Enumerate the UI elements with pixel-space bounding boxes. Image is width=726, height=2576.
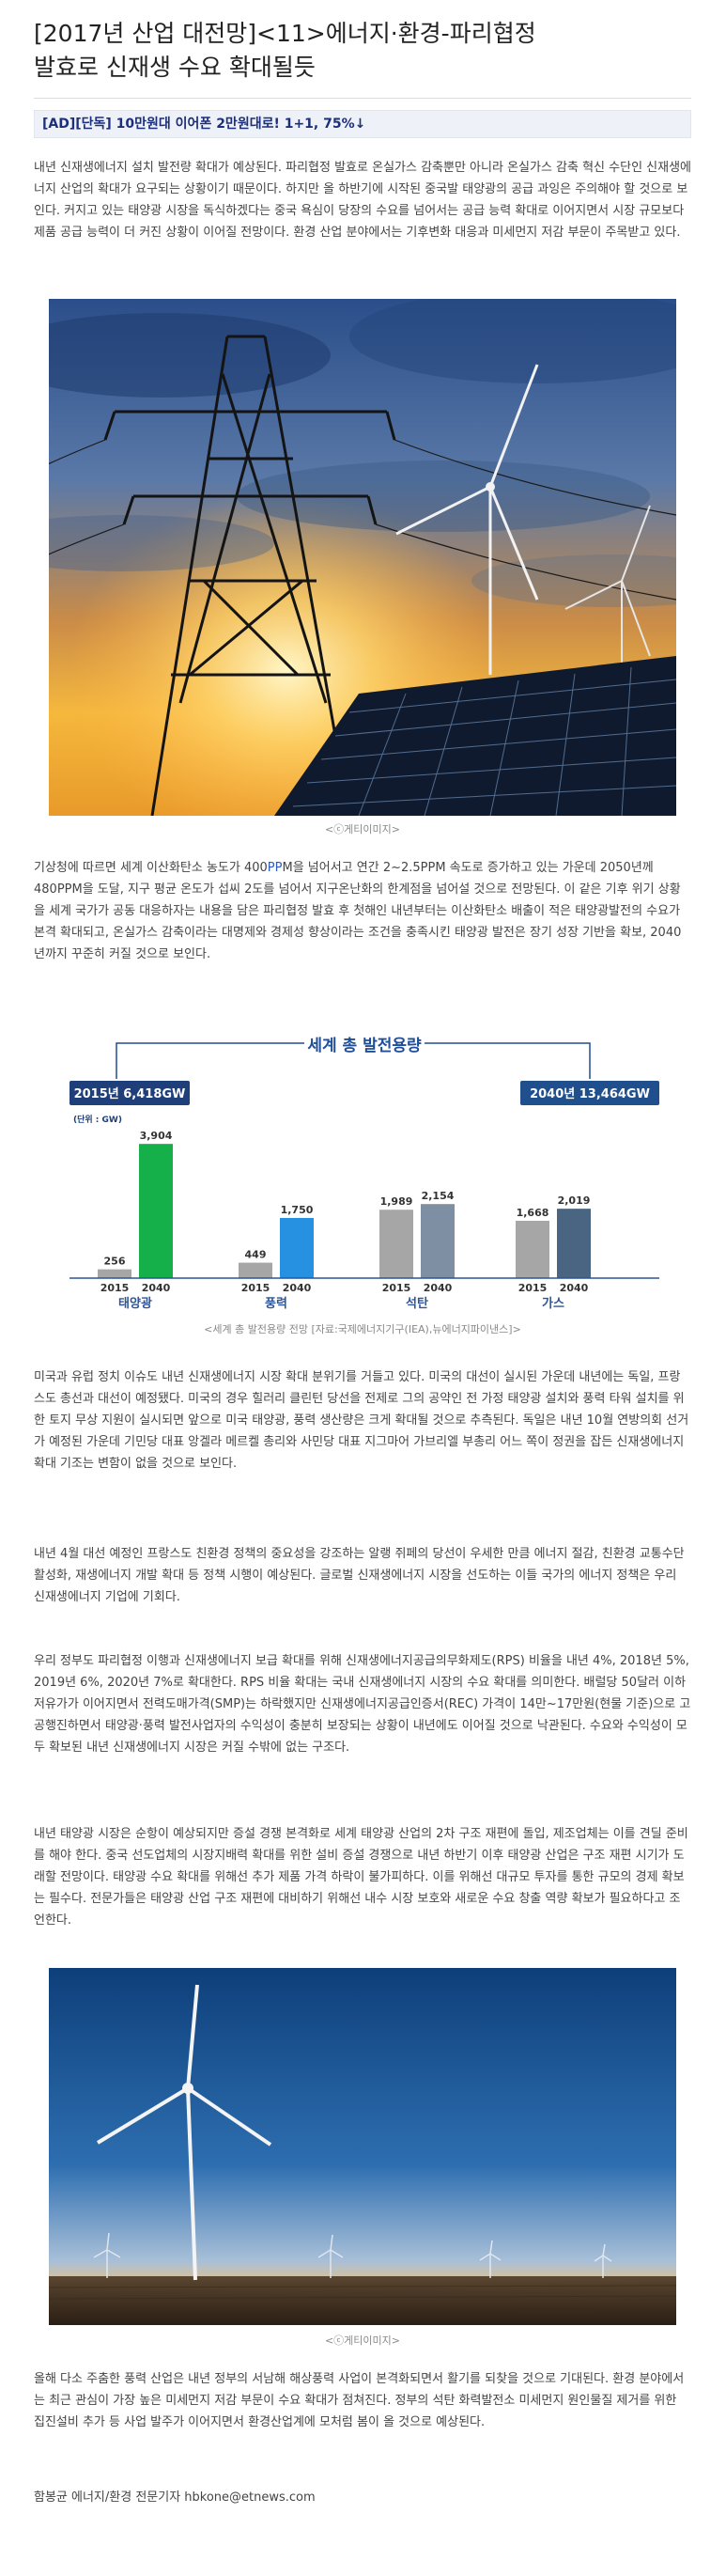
year-label-가스-2040: 2040 <box>560 1282 589 1294</box>
photo2-caption: <ⓒ게티이미지> <box>324 2334 401 2347</box>
article-headline: [2017년 산업 대전망]<11>에너지·환경-파리협정 발효로 신재생 수요… <box>34 17 691 85</box>
value-label-풍력-2040: 1,750 <box>281 1204 314 1216</box>
paragraph-6: 내년 태양광 시장은 순항이 예상되지만 증설 경쟁 본격화로 세계 태양광 산… <box>34 1827 688 1928</box>
total-2015-badge <box>70 1081 190 1105</box>
paragraph-1: 내년 신재생에너지 설치 발전량 확대가 예상된다. 파리협정 발효로 온실가스… <box>34 161 691 240</box>
year-label-석탄-2015: 2015 <box>382 1282 411 1294</box>
chart-title-bracket <box>116 1042 591 1079</box>
total-2040-label: 2040년 13,464GW <box>530 1087 650 1101</box>
paragraph-2-text-b: M을 넘어서고 연간 2~2.5PPM 속도로 증가하고 있는 가운데 2050… <box>34 861 682 961</box>
photo1-caption: <ⓒ게티이미지> <box>324 823 401 835</box>
bar-가스-2015 <box>516 1220 549 1278</box>
headline-line-2: 발효로 신재생 수요 확대될듯 <box>34 54 316 81</box>
paragraph-2: 기상청에 따르면 세계 이산화탄소 농도가 400PPM을 넘어서고 연간 2~… <box>34 857 691 965</box>
category-label-가스: 가스 <box>542 1297 564 1311</box>
title-divider <box>34 98 691 99</box>
paragraph-5: 우리 정부도 파리협정 이행과 신재생에너지 보급 확대를 위해 신재생에너지공… <box>34 1654 691 1755</box>
value-label-가스-2040: 2,019 <box>558 1194 591 1207</box>
year-label-풍력-2015: 2015 <box>241 1282 270 1294</box>
year-label-가스-2015: 2015 <box>518 1282 548 1294</box>
bar-석탄-2015 <box>379 1210 413 1278</box>
capacity-chart: 세계 총 발전용량 2015년 6,418GW 2040년 13,464GW (… <box>70 1037 659 1311</box>
category-label-풍력: 풍력 <box>265 1297 287 1311</box>
bar-풍력-2040 <box>280 1217 314 1278</box>
bar-태양광-2040 <box>139 1144 173 1278</box>
paragraph-3: 미국과 유럽 정치 이슈도 내년 신재생에너지 시장 확대 분위기를 거들고 있… <box>34 1370 689 1471</box>
total-2015-label: 2015년 6,418GW <box>74 1087 186 1101</box>
value-label-가스-2015: 1,668 <box>517 1207 549 1219</box>
chart-bars: 256 3,904 449 1,750 1,989 2,154 1,668 2,019 <box>98 1130 591 1278</box>
category-label-태양광: 태양광 <box>118 1297 152 1311</box>
paragraph-4: 내년 4월 대선 예정인 프랑스도 친환경 정책의 중요성을 강조하는 알랭 쥐… <box>34 1547 685 1604</box>
bar-가스-2040 <box>557 1209 591 1278</box>
category-label-석탄: 석탄 <box>406 1296 428 1311</box>
bar-석탄-2040 <box>421 1204 455 1278</box>
year-label-태양광-2040: 2040 <box>142 1282 171 1294</box>
year-label-태양광-2015: 2015 <box>100 1282 130 1294</box>
value-label-석탄-2015: 1,989 <box>380 1195 413 1208</box>
ppm-link[interactable]: PP <box>267 861 283 875</box>
year-label-석탄-2040: 2040 <box>424 1282 453 1294</box>
wind-turbines-field-image <box>49 1968 676 2325</box>
headline-line-1: [2017년 산업 대전망]<11>에너지·환경-파리협정 <box>34 20 536 47</box>
chart-title: 세계 총 발전용량 <box>307 1037 422 1055</box>
bar-풍력-2015 <box>239 1262 272 1278</box>
paragraph-2-text-a: 기상청에 따르면 세계 이산화탄소 농도가 400 <box>34 861 268 875</box>
value-label-풍력-2015: 449 <box>245 1249 267 1261</box>
year-label-풍력-2040: 2040 <box>283 1282 312 1294</box>
total-2040-badge <box>520 1081 659 1105</box>
photo-wind-turbines-field <box>49 1968 676 2325</box>
chart-caption: <세계 총 발전용량 전망 [자료:국제에너지기구(IEA),뉴에너지파이낸스]… <box>204 1323 521 1335</box>
photo-pylon-wind-solar <box>49 299 676 816</box>
byline: 함봉균 에너지/환경 전문기자 hbkone@etnews.com <box>34 2490 316 2505</box>
value-label-석탄-2040: 2,154 <box>422 1190 455 1202</box>
chart-x-labels: 2015 2040 태양광 2015 2040 풍력 2015 2040 석탄 2015 2040 가… <box>100 1282 589 1311</box>
ad-link[interactable]: [AD][단독] 10만원대 이어폰 2만원대로! 1+1, 75%↓ <box>34 110 691 138</box>
pylon-wind-solar-image <box>49 299 676 816</box>
value-label-태양광-2040: 3,904 <box>140 1130 173 1142</box>
value-label-태양광-2015: 256 <box>104 1256 126 1268</box>
chart-unit-label: (단위 : GW) <box>73 1114 122 1125</box>
bar-태양광-2015 <box>98 1269 131 1278</box>
paragraph-7: 올해 다소 주춤한 풍력 산업은 내년 정부의 서남해 해상풍력 사업이 본격화… <box>34 2372 685 2429</box>
